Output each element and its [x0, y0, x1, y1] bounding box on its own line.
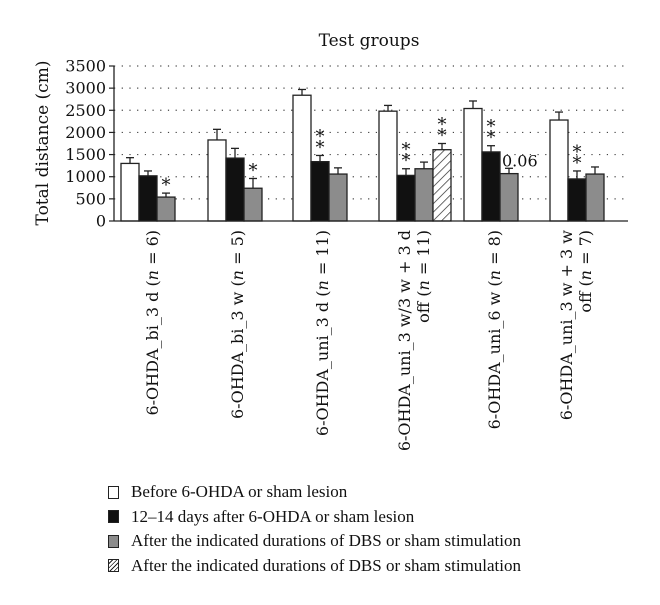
- significance-asterisk: *: [573, 142, 582, 163]
- bar: [243, 187, 263, 222]
- significance-asterisk: *: [438, 115, 447, 136]
- significance-asterisk: *: [573, 153, 582, 174]
- bar: [585, 173, 605, 222]
- x-tick-label: off (n = 7): [576, 230, 595, 313]
- significance-asterisk: *: [249, 160, 258, 181]
- x-tick-label: 6-OHDA_uni_6 w (n = 8): [485, 230, 504, 429]
- significance-asterisk: *: [316, 137, 325, 158]
- gridlines: [114, 65, 628, 200]
- legend-item-before: Before 6-OHDA or sham lesion: [108, 480, 653, 505]
- y-tick-label: 0: [96, 212, 106, 231]
- bar: [549, 119, 569, 222]
- significance-asterisk: *: [402, 140, 411, 161]
- legend-item-after-dbs: After the indicated durations of DBS or …: [108, 529, 653, 554]
- y-tick-label: 2500: [65, 101, 106, 120]
- bar: [310, 161, 330, 222]
- bar: [138, 175, 158, 222]
- legend-swatch-hatched: [108, 559, 119, 573]
- legend: Before 6-OHDA or sham lesion 12–14 days …: [108, 480, 653, 578]
- chart-title: Test groups: [319, 31, 420, 51]
- y-tick-label: 3500: [65, 57, 106, 76]
- bar: [463, 107, 483, 222]
- y-axis-label: Total distance (cm): [33, 61, 53, 226]
- x-tick-label: 6-OHDA_uni_3 d (n = 11): [313, 230, 332, 436]
- legend-label: After the indicated durations of DBS or …: [131, 531, 521, 551]
- significance-asterisk: *: [487, 128, 496, 149]
- legend-swatch-white: [108, 485, 119, 499]
- legend-label: Before 6-OHDA or sham lesion: [131, 482, 348, 502]
- significance-asterisk: *: [162, 175, 171, 196]
- annotation-pvalue: 0.06: [502, 151, 538, 170]
- x-tick-label: 6-OHDA_uni_3 w/3 w + 3 d: [395, 230, 414, 451]
- y-tick-label: 1000: [65, 167, 106, 186]
- bar: [432, 149, 452, 222]
- bar: [292, 94, 312, 222]
- y-tick-label: 3000: [65, 79, 106, 98]
- legend-label: After the indicated durations of DBS or …: [131, 555, 521, 575]
- bar: [156, 196, 176, 222]
- bar: [120, 162, 140, 222]
- bar: [499, 172, 519, 222]
- y-tick-label: 1500: [65, 145, 106, 164]
- bar: [414, 168, 434, 222]
- y-tick-label: 500: [75, 189, 106, 208]
- x-tick-label: 6-OHDA_uni_3 w + 3 w: [557, 230, 576, 421]
- bar: [481, 151, 501, 222]
- x-tick-label: 6-OHDA_bi_3 w (n = 5): [228, 230, 247, 419]
- significance-asterisk: *: [402, 151, 411, 172]
- bar: [567, 178, 587, 222]
- bar: [396, 174, 416, 222]
- bar: [378, 110, 398, 222]
- x-tick-label: off (n = 11): [414, 230, 433, 323]
- y-tick-label: 2000: [65, 123, 106, 142]
- legend-item-after-dbs-hatched: After the indicated durations of DBS or …: [108, 554, 653, 579]
- legend-swatch-gray: [108, 534, 119, 548]
- bar: [225, 157, 245, 222]
- bar: [328, 173, 348, 222]
- legend-item-after-lesion: 12–14 days after 6-OHDA or sham lesion: [108, 505, 653, 530]
- significance-asterisk: *: [316, 126, 325, 147]
- bar: [207, 139, 227, 222]
- significance-asterisk: *: [487, 117, 496, 138]
- legend-label: 12–14 days after 6-OHDA or sham lesion: [131, 506, 415, 526]
- significance-asterisk: *: [438, 126, 447, 147]
- x-tick-label: 6-OHDA_bi_3 d (n = 6): [143, 230, 162, 416]
- legend-swatch-black: [108, 510, 119, 524]
